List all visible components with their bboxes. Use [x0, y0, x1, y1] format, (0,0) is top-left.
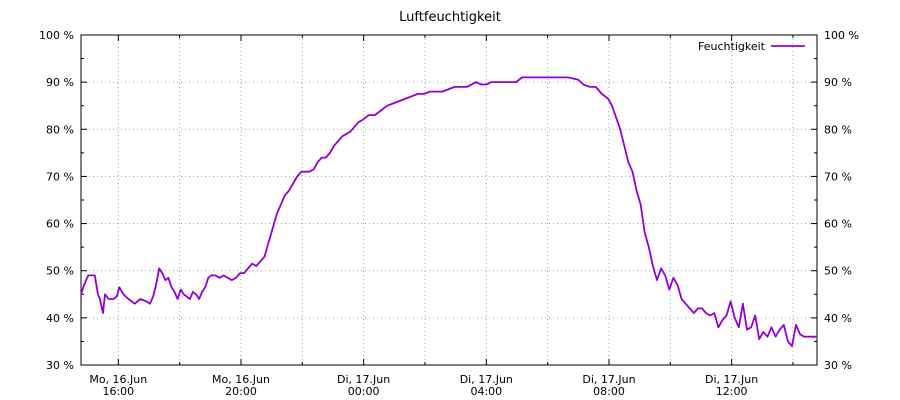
y-tick-label-left: 70 % [46, 170, 74, 183]
x-tick-label-day: Mo, 16.Jun [212, 373, 270, 386]
y-tick-label-right: 40 % [824, 312, 852, 325]
x-tick-label-time: 00:00 [348, 385, 380, 398]
y-tick-label-right: 70 % [824, 170, 852, 183]
y-tick-label-left: 100 % [39, 29, 74, 42]
x-tick-label-day: Di, 17.Jun [460, 373, 513, 386]
x-tick-label-time: 16:00 [102, 385, 134, 398]
chart-title: Luftfeuchtigkeit [399, 10, 501, 25]
axis-ticks [81, 34, 817, 366]
y-tick-label-left: 60 % [46, 218, 74, 231]
x-tick-label-day: Mo, 16.Jun [89, 373, 147, 386]
x-tick-label-time: 20:00 [225, 385, 257, 398]
x-tick-label-time: 04:00 [470, 385, 502, 398]
legend: Feuchtigkeit [698, 40, 805, 53]
y-tick-label-right: 50 % [824, 265, 852, 278]
grid-lines [81, 35, 817, 365]
plot-frame [80, 34, 818, 366]
x-tick-label-time: 08:00 [593, 385, 625, 398]
y-tick-label-right: 60 % [824, 218, 852, 231]
legend-label: Feuchtigkeit [698, 40, 766, 53]
x-tick-label-day: Di, 17.Jun [337, 373, 390, 386]
x-tick-label-day: Di, 17.Jun [582, 373, 635, 386]
y-tick-label-left: 80 % [46, 123, 74, 136]
y-tick-label-left: 90 % [46, 76, 74, 89]
y-tick-label-right: 80 % [824, 123, 852, 136]
y-tick-label-right: 90 % [824, 76, 852, 89]
y-tick-label-right: 30 % [824, 359, 852, 372]
y-tick-label-right: 100 % [824, 29, 859, 42]
y-tick-label-left: 40 % [46, 312, 74, 325]
y-tick-label-left: 50 % [46, 265, 74, 278]
x-tick-label-time: 12:00 [716, 385, 748, 398]
series-line-feuchtigkeit [80, 76, 817, 348]
y-tick-label-left: 30 % [46, 359, 74, 372]
axis-labels: 30 % 30 % 40 % 40 % 50 % 50 % 60 % 60 % 70 % 70 %… [39, 29, 859, 398]
x-tick-label-day: Di, 17.Jun [705, 373, 758, 386]
